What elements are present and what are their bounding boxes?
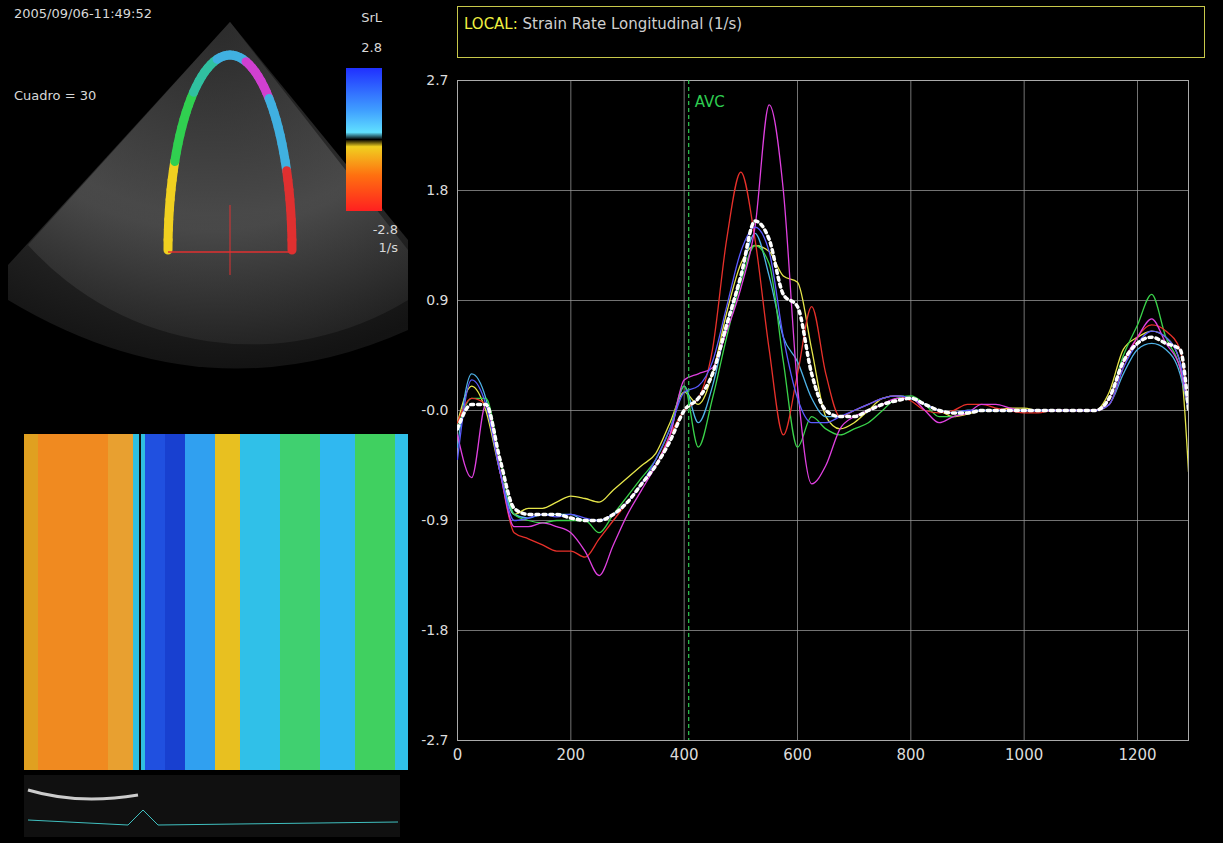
svg-text:-1.8: -1.8 bbox=[421, 622, 448, 638]
svg-text:-2.8: -2.8 bbox=[373, 222, 398, 237]
svg-text:800: 800 bbox=[897, 746, 926, 764]
html-text:LOCAL: Strain Rate Longitudina: LOCAL: Strain Rate Longitudinal (1/s) bbox=[464, 15, 743, 33]
svg-text:-2.7: -2.7 bbox=[421, 732, 448, 748]
svg-text:1000: 1000 bbox=[1005, 746, 1043, 764]
svg-text:2005/09/06-11:49:52: 2005/09/06-11:49:52 bbox=[14, 6, 152, 21]
svg-text:400: 400 bbox=[670, 746, 699, 764]
svg-text:2.7: 2.7 bbox=[426, 72, 448, 88]
svg-text:-0.9: -0.9 bbox=[421, 512, 448, 528]
svg-text:2.8: 2.8 bbox=[361, 40, 382, 55]
svg-text:0: 0 bbox=[453, 746, 463, 764]
svg-text:1.8: 1.8 bbox=[426, 182, 448, 198]
svg-text:600: 600 bbox=[783, 746, 812, 764]
svg-text:0.9: 0.9 bbox=[426, 292, 448, 308]
svg-text:-0.0: -0.0 bbox=[421, 402, 448, 418]
svg-text:200: 200 bbox=[557, 746, 586, 764]
svg-text:1200: 1200 bbox=[1118, 746, 1156, 764]
svg-text:AVC: AVC bbox=[695, 93, 725, 111]
svg-text:Cuadro = 30: Cuadro = 30 bbox=[14, 88, 96, 103]
svg-text:1/s: 1/s bbox=[379, 240, 399, 255]
svg-text:SrL: SrL bbox=[361, 10, 383, 25]
